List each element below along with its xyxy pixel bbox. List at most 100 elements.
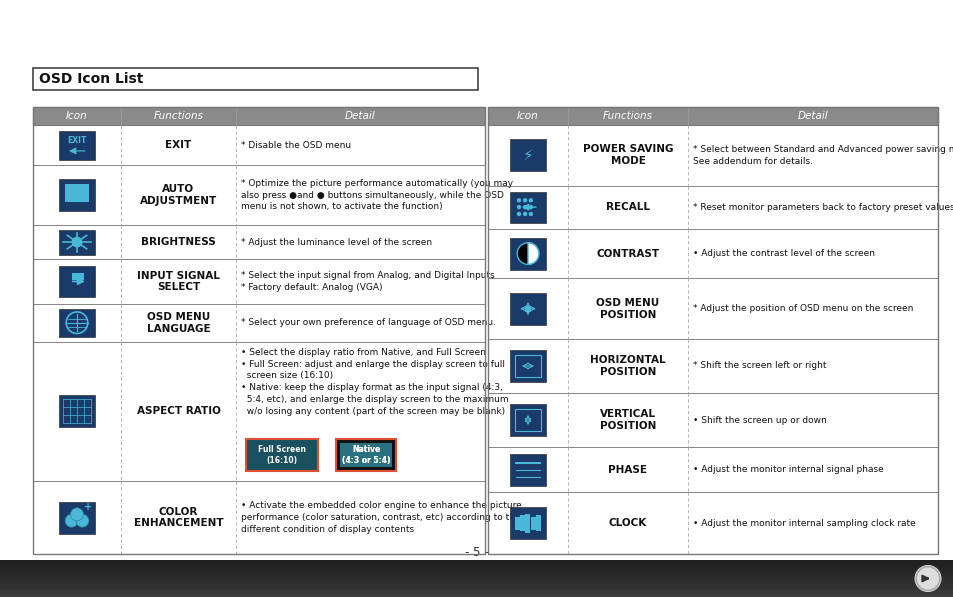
Bar: [65, 184, 89, 202]
Bar: [0, 569, 953, 570]
Bar: [0, 581, 953, 583]
Text: CLOCK: CLOCK: [608, 518, 646, 528]
Bar: [0, 576, 953, 577]
Bar: [0, 588, 953, 589]
Bar: [0, 584, 953, 585]
Bar: [0, 570, 953, 571]
Bar: [0, 587, 953, 588]
Bar: [59, 266, 95, 297]
Text: HORIZONTAL
POSITION: HORIZONTAL POSITION: [590, 355, 665, 377]
Bar: [0, 590, 953, 591]
Bar: [0, 594, 953, 595]
Text: * Shift the screen left or right: * Shift the screen left or right: [692, 361, 825, 371]
Text: EXIT: EXIT: [68, 136, 87, 145]
Bar: [510, 350, 545, 382]
Text: Functions: Functions: [153, 111, 203, 121]
Bar: [0, 582, 953, 583]
Text: * Select between Standard and Advanced power saving modes.
See addendum for deta: * Select between Standard and Advanced p…: [692, 145, 953, 165]
Bar: [0, 562, 953, 563]
Bar: [0, 594, 953, 595]
Bar: [0, 580, 953, 581]
Bar: [0, 562, 953, 564]
Bar: [0, 596, 953, 597]
Circle shape: [71, 508, 84, 521]
Bar: [488, 447, 937, 493]
Bar: [59, 309, 95, 337]
Text: Detail: Detail: [797, 111, 827, 121]
Circle shape: [529, 205, 532, 208]
Bar: [77, 273, 84, 280]
Bar: [0, 560, 953, 561]
Bar: [510, 139, 545, 171]
Bar: [0, 564, 953, 565]
Bar: [0, 564, 953, 566]
Text: * Reset monitor parameters back to factory preset values.: * Reset monitor parameters back to facto…: [692, 202, 953, 211]
Text: POWER SAVING
MODE: POWER SAVING MODE: [582, 144, 673, 166]
Text: +: +: [85, 502, 92, 512]
Text: COLOR
ENHANCEMENT: COLOR ENHANCEMENT: [133, 507, 223, 528]
Bar: [335, 439, 395, 471]
Bar: [0, 588, 953, 589]
Bar: [0, 573, 953, 574]
Bar: [33, 165, 484, 225]
Bar: [0, 590, 953, 592]
Bar: [488, 107, 937, 554]
Bar: [339, 443, 392, 467]
Text: • Adjust the monitor internal sampling clock rate: • Adjust the monitor internal sampling c…: [692, 519, 915, 528]
Bar: [0, 587, 953, 588]
Bar: [0, 592, 953, 593]
Bar: [510, 293, 545, 325]
Text: ASPECT RATIO: ASPECT RATIO: [136, 407, 220, 417]
Bar: [0, 592, 953, 593]
Bar: [0, 589, 953, 590]
Bar: [0, 565, 953, 567]
Text: Icon: Icon: [517, 111, 538, 121]
Bar: [0, 567, 953, 568]
Bar: [0, 575, 953, 576]
Bar: [0, 579, 953, 580]
Bar: [0, 584, 953, 586]
Bar: [0, 591, 953, 592]
Bar: [33, 107, 484, 125]
Bar: [530, 517, 536, 530]
Bar: [59, 179, 95, 211]
Bar: [524, 306, 531, 312]
Bar: [33, 303, 484, 342]
Text: VERTICAL
POSITION: VERTICAL POSITION: [599, 409, 656, 431]
Text: Native
(4:3 or 5:4): Native (4:3 or 5:4): [341, 445, 390, 464]
Text: * Select the input signal from Analog, and Digital Inputs
* Factory default: Ana: * Select the input signal from Analog, a…: [241, 271, 495, 292]
Bar: [488, 107, 937, 125]
Bar: [488, 229, 937, 278]
Text: Full Screen
(16:10): Full Screen (16:10): [257, 445, 306, 464]
Bar: [0, 570, 953, 571]
Bar: [0, 578, 953, 580]
Bar: [0, 593, 953, 594]
Bar: [0, 596, 953, 597]
Bar: [0, 563, 953, 564]
Bar: [510, 192, 545, 223]
Bar: [525, 513, 530, 533]
Text: PHASE: PHASE: [608, 464, 647, 475]
Text: Functions: Functions: [602, 111, 652, 121]
Text: • Select the display ratio from Native, and Full Screen
• Full Screen: adjust an: • Select the display ratio from Native, …: [241, 348, 508, 416]
Text: * Select your own preference of language of OSD menu.: * Select your own preference of language…: [241, 318, 496, 327]
Bar: [33, 125, 484, 165]
Text: AUTO
ADJUSTMENT: AUTO ADJUSTMENT: [140, 184, 217, 206]
Bar: [33, 481, 484, 554]
Bar: [0, 593, 953, 594]
Circle shape: [76, 514, 89, 527]
Circle shape: [65, 514, 78, 527]
Bar: [515, 517, 519, 530]
Text: * Optimize the picture performance automatically (you may
also press ●and ● butt: * Optimize the picture performance autom…: [241, 179, 513, 211]
Text: OSD MENU
LANGUAGE: OSD MENU LANGUAGE: [147, 312, 210, 334]
Bar: [0, 591, 953, 592]
Circle shape: [529, 199, 532, 202]
Bar: [0, 595, 953, 596]
Circle shape: [523, 213, 526, 216]
Bar: [0, 576, 953, 577]
Circle shape: [517, 243, 538, 264]
Bar: [488, 186, 937, 229]
Text: - 5 -: - 5 -: [465, 546, 488, 559]
Text: Detail: Detail: [345, 111, 375, 121]
Bar: [33, 107, 484, 554]
